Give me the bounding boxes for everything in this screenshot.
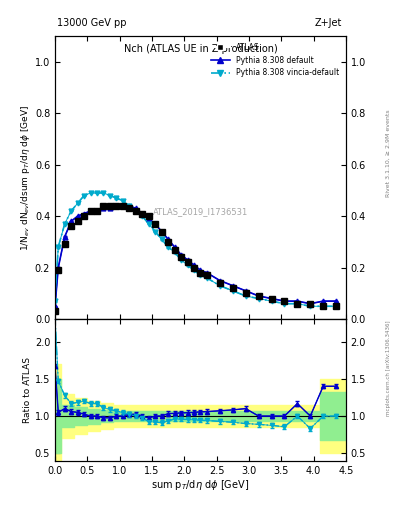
Text: Rivet 3.1.10, ≥ 2.9M events: Rivet 3.1.10, ≥ 2.9M events: [386, 110, 391, 198]
Y-axis label: Ratio to ATLAS: Ratio to ATLAS: [23, 357, 32, 423]
Text: Nch (ATLAS UE in Z production): Nch (ATLAS UE in Z production): [123, 45, 277, 54]
X-axis label: sum p$_T$/d$\eta$ d$\phi$ [GeV]: sum p$_T$/d$\eta$ d$\phi$ [GeV]: [151, 478, 250, 493]
Text: Z+Jet: Z+Jet: [314, 18, 342, 28]
Text: mcplots.cern.ch [arXiv:1306.3436]: mcplots.cern.ch [arXiv:1306.3436]: [386, 321, 391, 416]
Text: ATLAS_2019_I1736531: ATLAS_2019_I1736531: [153, 207, 248, 216]
Text: 13000 GeV pp: 13000 GeV pp: [57, 18, 127, 28]
Legend: ATLAS, Pythia 8.308 default, Pythia 8.308 vincia-default: ATLAS, Pythia 8.308 default, Pythia 8.30…: [208, 39, 342, 80]
Y-axis label: 1/N$_{ev}$ dN$_{ev}$/dsum p$_T$/d$\eta$ d$\phi$ [GeV]: 1/N$_{ev}$ dN$_{ev}$/dsum p$_T$/d$\eta$ …: [19, 104, 32, 250]
